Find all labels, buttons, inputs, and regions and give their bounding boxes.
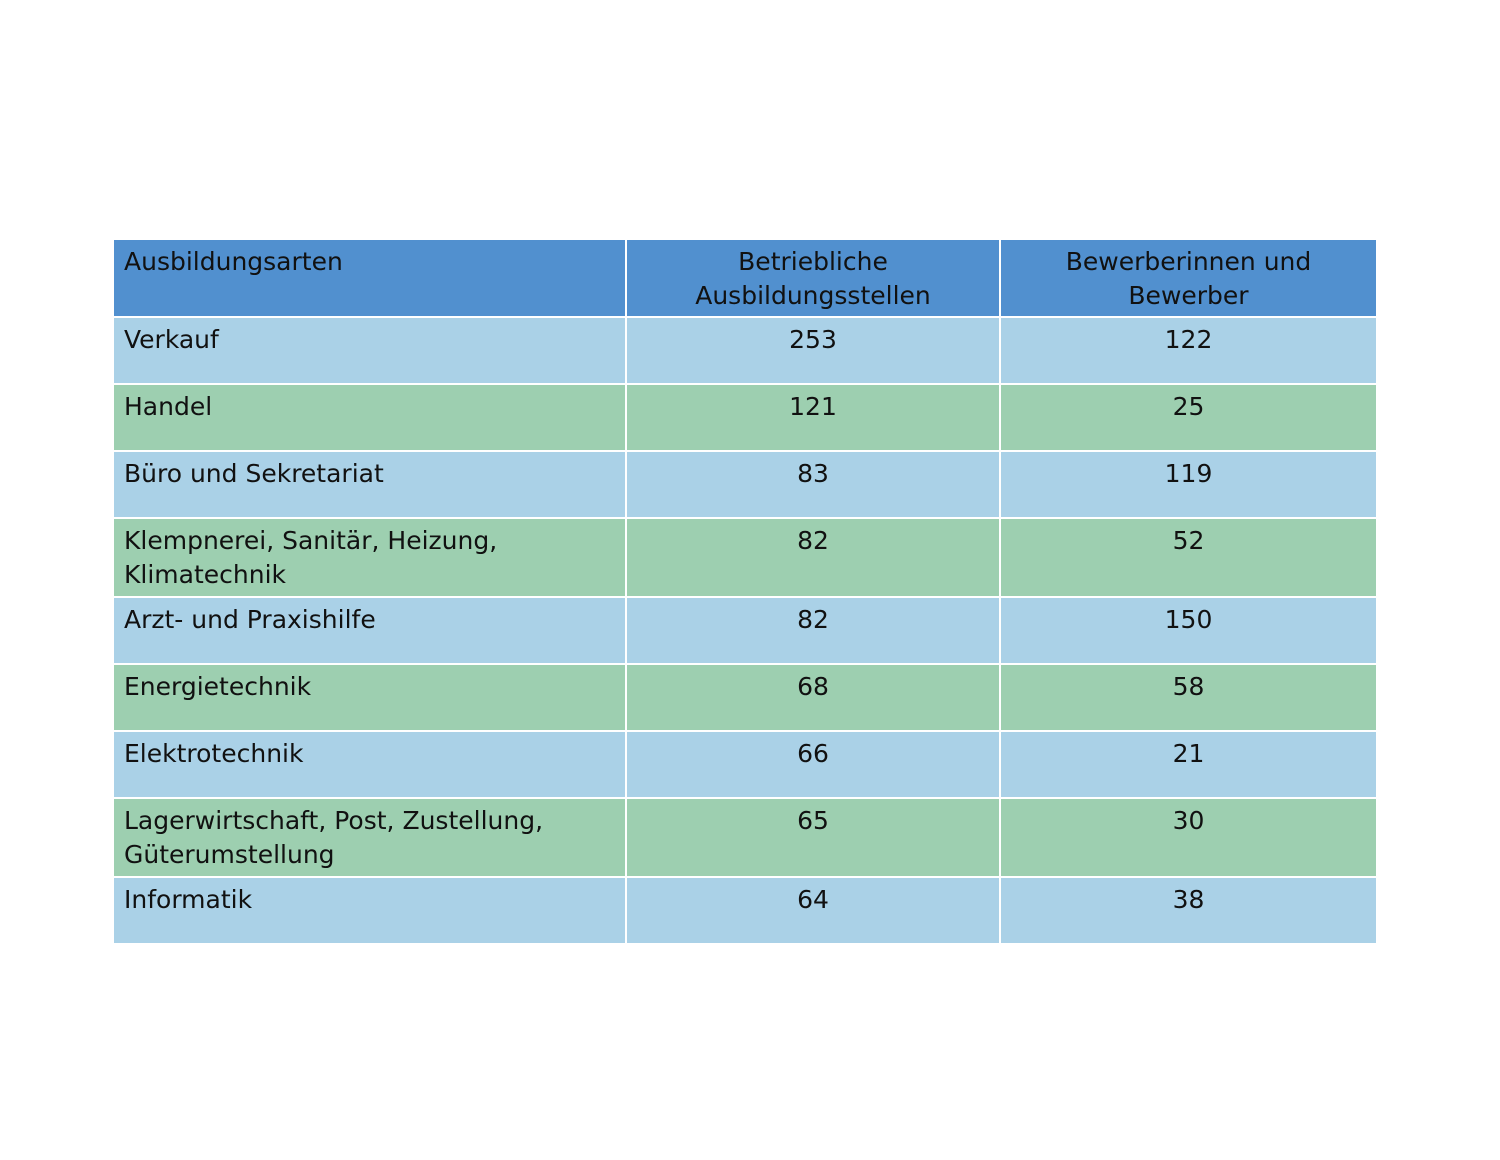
table-row: Arzt- und Praxishilfe 82 150: [112, 596, 1378, 665]
table-row: Energietechnik 68 58: [112, 663, 1378, 732]
row-bewerber: 150: [999, 596, 1378, 665]
row-bewerber: 38: [999, 876, 1378, 945]
header-row: Ausbildungsarten Betriebliche Ausbildung…: [112, 238, 1378, 318]
row-label: Elektrotechnik: [112, 730, 627, 799]
row-stellen: 83: [625, 450, 1001, 519]
row-label: Verkauf: [112, 316, 627, 385]
header-bewerberinnen-und-bewerber: Bewerberinnen und Bewerber: [999, 238, 1378, 318]
row-bewerber: 52: [999, 517, 1378, 598]
table-row: Verkauf 253 122: [112, 316, 1378, 385]
table-row: Klempnerei, Sanitär, Heizung, Klimatechn…: [112, 517, 1378, 598]
row-label: Informatik: [112, 876, 627, 945]
row-bewerber: 25: [999, 383, 1378, 452]
table-row: Handel 121 25: [112, 383, 1378, 452]
row-label: Handel: [112, 383, 627, 452]
row-label: Büro und Sekretariat: [112, 450, 627, 519]
row-stellen: 65: [625, 797, 1001, 878]
row-stellen: 82: [625, 596, 1001, 665]
table-body: Verkauf 253 122 Handel 121 25 Büro und S…: [112, 316, 1378, 945]
table-row: Informatik 64 38: [112, 876, 1378, 945]
row-label: Lagerwirtschaft, Post, Zustellung, Güter…: [112, 797, 627, 878]
row-label: Arzt- und Praxishilfe: [112, 596, 627, 665]
row-stellen: 253: [625, 316, 1001, 385]
row-label: Klempnerei, Sanitär, Heizung, Klimatechn…: [112, 517, 627, 598]
row-bewerber: 21: [999, 730, 1378, 799]
apprenticeship-table: Ausbildungsarten Betriebliche Ausbildung…: [112, 238, 1378, 945]
row-stellen: 121: [625, 383, 1001, 452]
row-bewerber: 30: [999, 797, 1378, 878]
row-bewerber: 122: [999, 316, 1378, 385]
row-bewerber: 58: [999, 663, 1378, 732]
row-stellen: 66: [625, 730, 1001, 799]
row-stellen: 82: [625, 517, 1001, 598]
row-bewerber: 119: [999, 450, 1378, 519]
table-container: Ausbildungsarten Betriebliche Ausbildung…: [112, 238, 1378, 945]
table-row: Lagerwirtschaft, Post, Zustellung, Güter…: [112, 797, 1378, 878]
row-label: Energietechnik: [112, 663, 627, 732]
header-betriebliche-ausbildungsstellen: Betriebliche Ausbildungsstellen: [625, 238, 1001, 318]
table-row: Büro und Sekretariat 83 119: [112, 450, 1378, 519]
row-stellen: 68: [625, 663, 1001, 732]
header-ausbildungsarten: Ausbildungsarten: [112, 238, 627, 318]
row-stellen: 64: [625, 876, 1001, 945]
table-header: Ausbildungsarten Betriebliche Ausbildung…: [112, 238, 1378, 318]
table-row: Elektrotechnik 66 21: [112, 730, 1378, 799]
